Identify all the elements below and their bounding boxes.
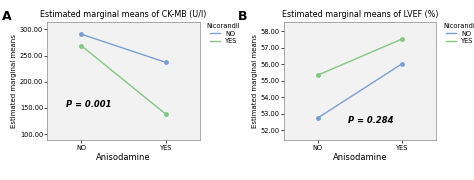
Text: B: B [238, 10, 247, 23]
Legend: NO, YES: NO, YES [442, 22, 474, 45]
Text: A: A [2, 10, 11, 23]
Text: P = 0.284: P = 0.284 [347, 116, 393, 125]
Y-axis label: Estimated marginal means: Estimated marginal means [11, 34, 17, 128]
X-axis label: Anisodamine: Anisodamine [333, 153, 387, 162]
Title: Estimated marginal means of CK-MB (U/l): Estimated marginal means of CK-MB (U/l) [40, 10, 207, 19]
Title: Estimated marginal means of LVEF (%): Estimated marginal means of LVEF (%) [282, 10, 438, 19]
Y-axis label: Estimated marginal means: Estimated marginal means [252, 34, 257, 128]
Legend: NO, YES: NO, YES [206, 22, 241, 45]
Text: P = 0.001: P = 0.001 [66, 100, 111, 109]
X-axis label: Anisodamine: Anisodamine [96, 153, 151, 162]
